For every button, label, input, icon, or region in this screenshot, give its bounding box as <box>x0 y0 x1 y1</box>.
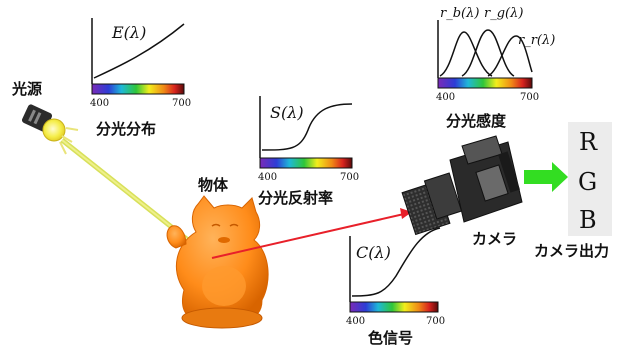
green-sensitivity-curve <box>461 29 515 77</box>
object-figurine: 物体 <box>166 176 269 329</box>
light-source-label: 光源 <box>11 80 42 98</box>
camera-output-label: カメラ出力 <box>534 242 609 260</box>
spectrum-bar <box>91 83 185 95</box>
sensitivity-caption: 分光感度 <box>446 112 507 130</box>
camera-label: カメラ <box>472 230 517 248</box>
spectrum-bar <box>437 77 533 89</box>
reflectance-x-min: 400 <box>258 172 277 183</box>
sensitivity-title-r: r_r(λ) <box>518 33 555 48</box>
color-signal-plot-title: C(λ) <box>356 243 391 262</box>
sensitivity-plot: r_b(λ) r_g(λ) r_r(λ) 400 700 分光感度 <box>436 6 555 130</box>
color-signal-curve <box>351 227 441 297</box>
illuminant-plot-title: E(λ) <box>111 23 146 42</box>
illuminant-caption: 分光分布 <box>96 120 156 138</box>
illuminant-x-max: 700 <box>172 98 191 109</box>
camera-icon: カメラ <box>401 135 523 248</box>
reflectance-plot: S(λ) 400 700 分光反射率 <box>258 96 359 207</box>
illuminant-curve <box>93 23 185 79</box>
sensitivity-title-b: r_b(λ) <box>440 6 479 21</box>
color-signal-x-min: 400 <box>346 316 365 327</box>
reflectance-curve <box>261 103 353 151</box>
light-source: 光源 <box>11 80 79 155</box>
red-sensitivity-curve <box>487 35 533 77</box>
reflectance-plot-title: S(λ) <box>270 103 304 122</box>
illuminant-plot: E(λ) 400 700 分光分布 <box>90 18 191 138</box>
output-g: G <box>578 168 597 196</box>
sensitivity-x-min: 400 <box>436 92 455 103</box>
reflectance-x-max: 700 <box>340 172 359 183</box>
sensitivity-title-g: r_g(λ) <box>484 6 523 21</box>
object-label: 物体 <box>198 176 229 194</box>
spectrum-bar <box>259 157 353 169</box>
blue-sensitivity-curve <box>439 31 493 77</box>
illuminant-x-min: 400 <box>90 98 109 109</box>
reflectance-caption: 分光反射率 <box>258 189 333 207</box>
color-signal-x-max: 700 <box>426 316 445 327</box>
output-arrow <box>524 162 568 192</box>
color-signal-caption: 色信号 <box>368 329 413 347</box>
spectrum-bar <box>349 301 439 313</box>
output-b: B <box>579 206 597 234</box>
flashlight-icon <box>21 104 79 155</box>
color-signal-plot: C(λ) 400 700 色信号 <box>346 227 445 347</box>
rgb-output-panel: R G B <box>568 122 612 236</box>
sensitivity-x-max: 700 <box>520 92 539 103</box>
output-r: R <box>579 128 598 156</box>
reflected-light-ray <box>211 208 412 259</box>
